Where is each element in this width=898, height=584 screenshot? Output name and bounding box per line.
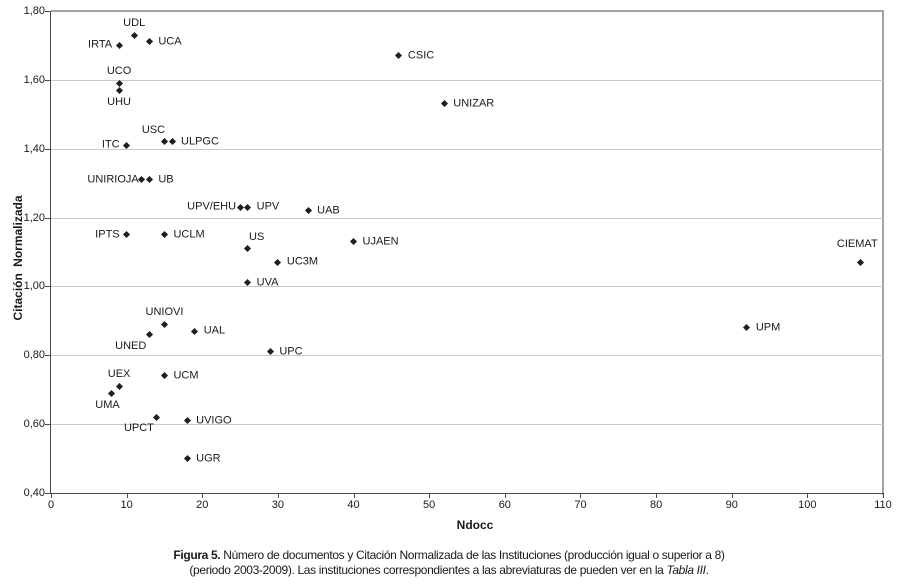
- y-tick-label: 0,60: [23, 418, 45, 431]
- caption-text-3: .: [705, 563, 709, 577]
- y-axis-tick: [45, 11, 50, 12]
- y-tick-label: 1,80: [23, 5, 45, 17]
- x-tick-label: 50: [423, 499, 436, 511]
- x-tick-label: 100: [798, 499, 817, 511]
- x-axis-tick: [429, 493, 431, 498]
- data-point-label: UNIRIOJA: [87, 173, 139, 186]
- y-tick-label: 1,20: [23, 211, 45, 224]
- data-point-label: UDL: [123, 17, 146, 30]
- y-axis-tick: [45, 286, 50, 288]
- data-point-label: ULPGC: [181, 135, 219, 148]
- y-tick-label: 1,60: [23, 73, 45, 86]
- data-point-label: UCM: [173, 369, 199, 382]
- y-axis-line: [49, 11, 52, 494]
- data-point-label: UAL: [203, 324, 226, 337]
- x-axis-tick: [580, 493, 582, 498]
- data-point-label: UNIOVI: [145, 306, 184, 319]
- data-point-label: UPC: [279, 345, 303, 358]
- data-point-label: UNED: [115, 339, 147, 352]
- data-point-label: UHU: [107, 96, 131, 109]
- x-tick-label: 0: [47, 499, 55, 511]
- data-point-label: UJAEN: [362, 235, 399, 248]
- x-axis-tick: [51, 493, 52, 498]
- x-axis-tick: [807, 493, 809, 498]
- x-tick-label: 40: [347, 499, 360, 511]
- data-point-label: ITC: [101, 138, 120, 151]
- gridline: [51, 286, 883, 288]
- caption-line-2: (periodo 2003-2009). Las instituciones c…: [0, 563, 898, 578]
- x-tick-label: 80: [649, 499, 663, 511]
- data-point-label: UB: [158, 173, 174, 186]
- y-axis-tick: [45, 217, 50, 219]
- scatter-chart: Citación Normalizada Ndocc 0,40 0,60 0,80 1…: [11, 5, 892, 532]
- y-tick-label: 0,80: [23, 349, 45, 362]
- x-tick-label: 90: [725, 499, 738, 511]
- caption-text-2: (periodo 2003-2009). Las instituciones c…: [189, 563, 667, 577]
- gridline: [51, 148, 883, 150]
- data-point-label: UVA: [256, 276, 279, 289]
- x-axis-tick: [353, 493, 355, 498]
- x-axis-tick: [656, 493, 658, 498]
- y-axis-tick: [45, 355, 50, 357]
- data-point-label: CIEMAT: [836, 238, 878, 251]
- x-axis-tick: [731, 493, 733, 498]
- data-point-label: UVIGO: [196, 414, 232, 427]
- data-point-label: IPTS: [95, 228, 120, 241]
- gridline: [51, 217, 883, 219]
- data-point-label: UPV: [256, 200, 280, 213]
- data-point-label: UEX: [107, 368, 131, 381]
- y-axis-tick: [45, 493, 50, 494]
- plot-area-border: [51, 10, 884, 495]
- x-tick-label: 10: [120, 499, 133, 511]
- x-tick-label: 70: [574, 499, 587, 511]
- data-point-label: USC: [141, 123, 166, 136]
- data-point-label: UPV/EHU: [187, 200, 237, 213]
- data-point-label: UCLM: [173, 228, 205, 241]
- data-point-label: UCA: [158, 35, 182, 48]
- data-point-label: UPCT: [123, 422, 154, 435]
- caption-text-1: Número de documentos y Citación Normaliz…: [220, 548, 725, 562]
- x-axis-tick: [126, 493, 128, 498]
- caption-line-1: Figura 5. Número de documentos y Citació…: [0, 548, 898, 563]
- caption-table-ref: Tabla III: [666, 563, 706, 577]
- data-point-label: US: [249, 230, 265, 243]
- data-point-label: UPM: [755, 321, 781, 334]
- data-point-label: UCO: [106, 65, 132, 78]
- y-axis-tick: [45, 424, 50, 426]
- gridline: [51, 79, 883, 81]
- y-axis-tick: [45, 148, 50, 150]
- data-point-label: UNIZAR: [453, 97, 495, 110]
- y-tick-label: 1,00: [23, 280, 45, 293]
- caption-figure-number: Figura 5.: [173, 548, 221, 562]
- x-axis-line: [49, 492, 884, 495]
- figure-caption: Figura 5. Número de documentos y Citació…: [0, 548, 898, 578]
- y-tick-label: 1,40: [23, 142, 45, 155]
- x-axis-tick: [504, 493, 506, 498]
- data-point-label: UMA: [95, 399, 120, 412]
- data-point-label: UAB: [317, 204, 340, 217]
- y-axis-tick: [45, 79, 50, 81]
- data-point-label: CSIC: [407, 49, 435, 62]
- x-axis-tick: [883, 493, 884, 498]
- data-point-label: IRTA: [88, 38, 113, 51]
- x-axis-tick: [202, 493, 204, 498]
- x-axis-tick: [277, 493, 279, 498]
- data-point-label: UC3M: [286, 255, 319, 268]
- x-tick-label: 20: [196, 499, 209, 511]
- x-tick-label: 60: [498, 499, 511, 511]
- data-point-label: UGR: [196, 452, 221, 465]
- x-axis-title: Ndocc: [456, 518, 494, 532]
- y-tick-label: 0,40: [23, 487, 45, 499]
- x-tick-label: 110: [874, 499, 892, 511]
- gridline: [51, 424, 883, 426]
- gridline: [51, 355, 883, 357]
- x-tick-label: 30: [271, 499, 285, 511]
